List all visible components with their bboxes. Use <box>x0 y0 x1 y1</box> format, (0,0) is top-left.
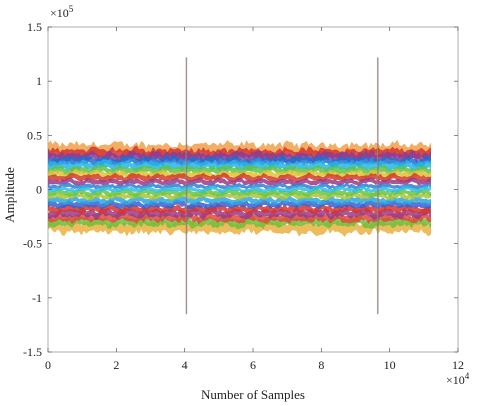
signal-layer <box>48 57 431 315</box>
tick-layer: 0 2 4 6 8 10 12 1.5 1 0.5 0 -0.5 -1 -1.5 <box>23 20 464 372</box>
signal-band <box>48 185 431 194</box>
y-tick-label: -1.5 <box>23 345 42 359</box>
y-tick-label: 1 <box>36 74 42 88</box>
y-tick-label: -0.5 <box>23 237 42 251</box>
x-tick-label: 12 <box>452 358 464 372</box>
x-tick-label: 10 <box>384 358 396 372</box>
x-tick-label: 8 <box>318 358 324 372</box>
x-tick-label: 0 <box>45 358 51 372</box>
y-axis-label: Amplitude <box>2 167 17 223</box>
y-exponent-label: ×105 <box>50 4 74 20</box>
x-axis-label: Number of Samples <box>201 387 305 402</box>
y-tick-label: 1.5 <box>27 20 42 34</box>
y-tick-label: 0.5 <box>27 128 42 142</box>
y-tick-label: -1 <box>32 291 42 305</box>
x-tick-label: 4 <box>182 358 188 372</box>
x-tick-label: 6 <box>250 358 256 372</box>
y-tick-label: 0 <box>36 183 42 197</box>
x-tick-label: 2 <box>113 358 119 372</box>
x-exponent-label: ×104 <box>446 371 470 387</box>
